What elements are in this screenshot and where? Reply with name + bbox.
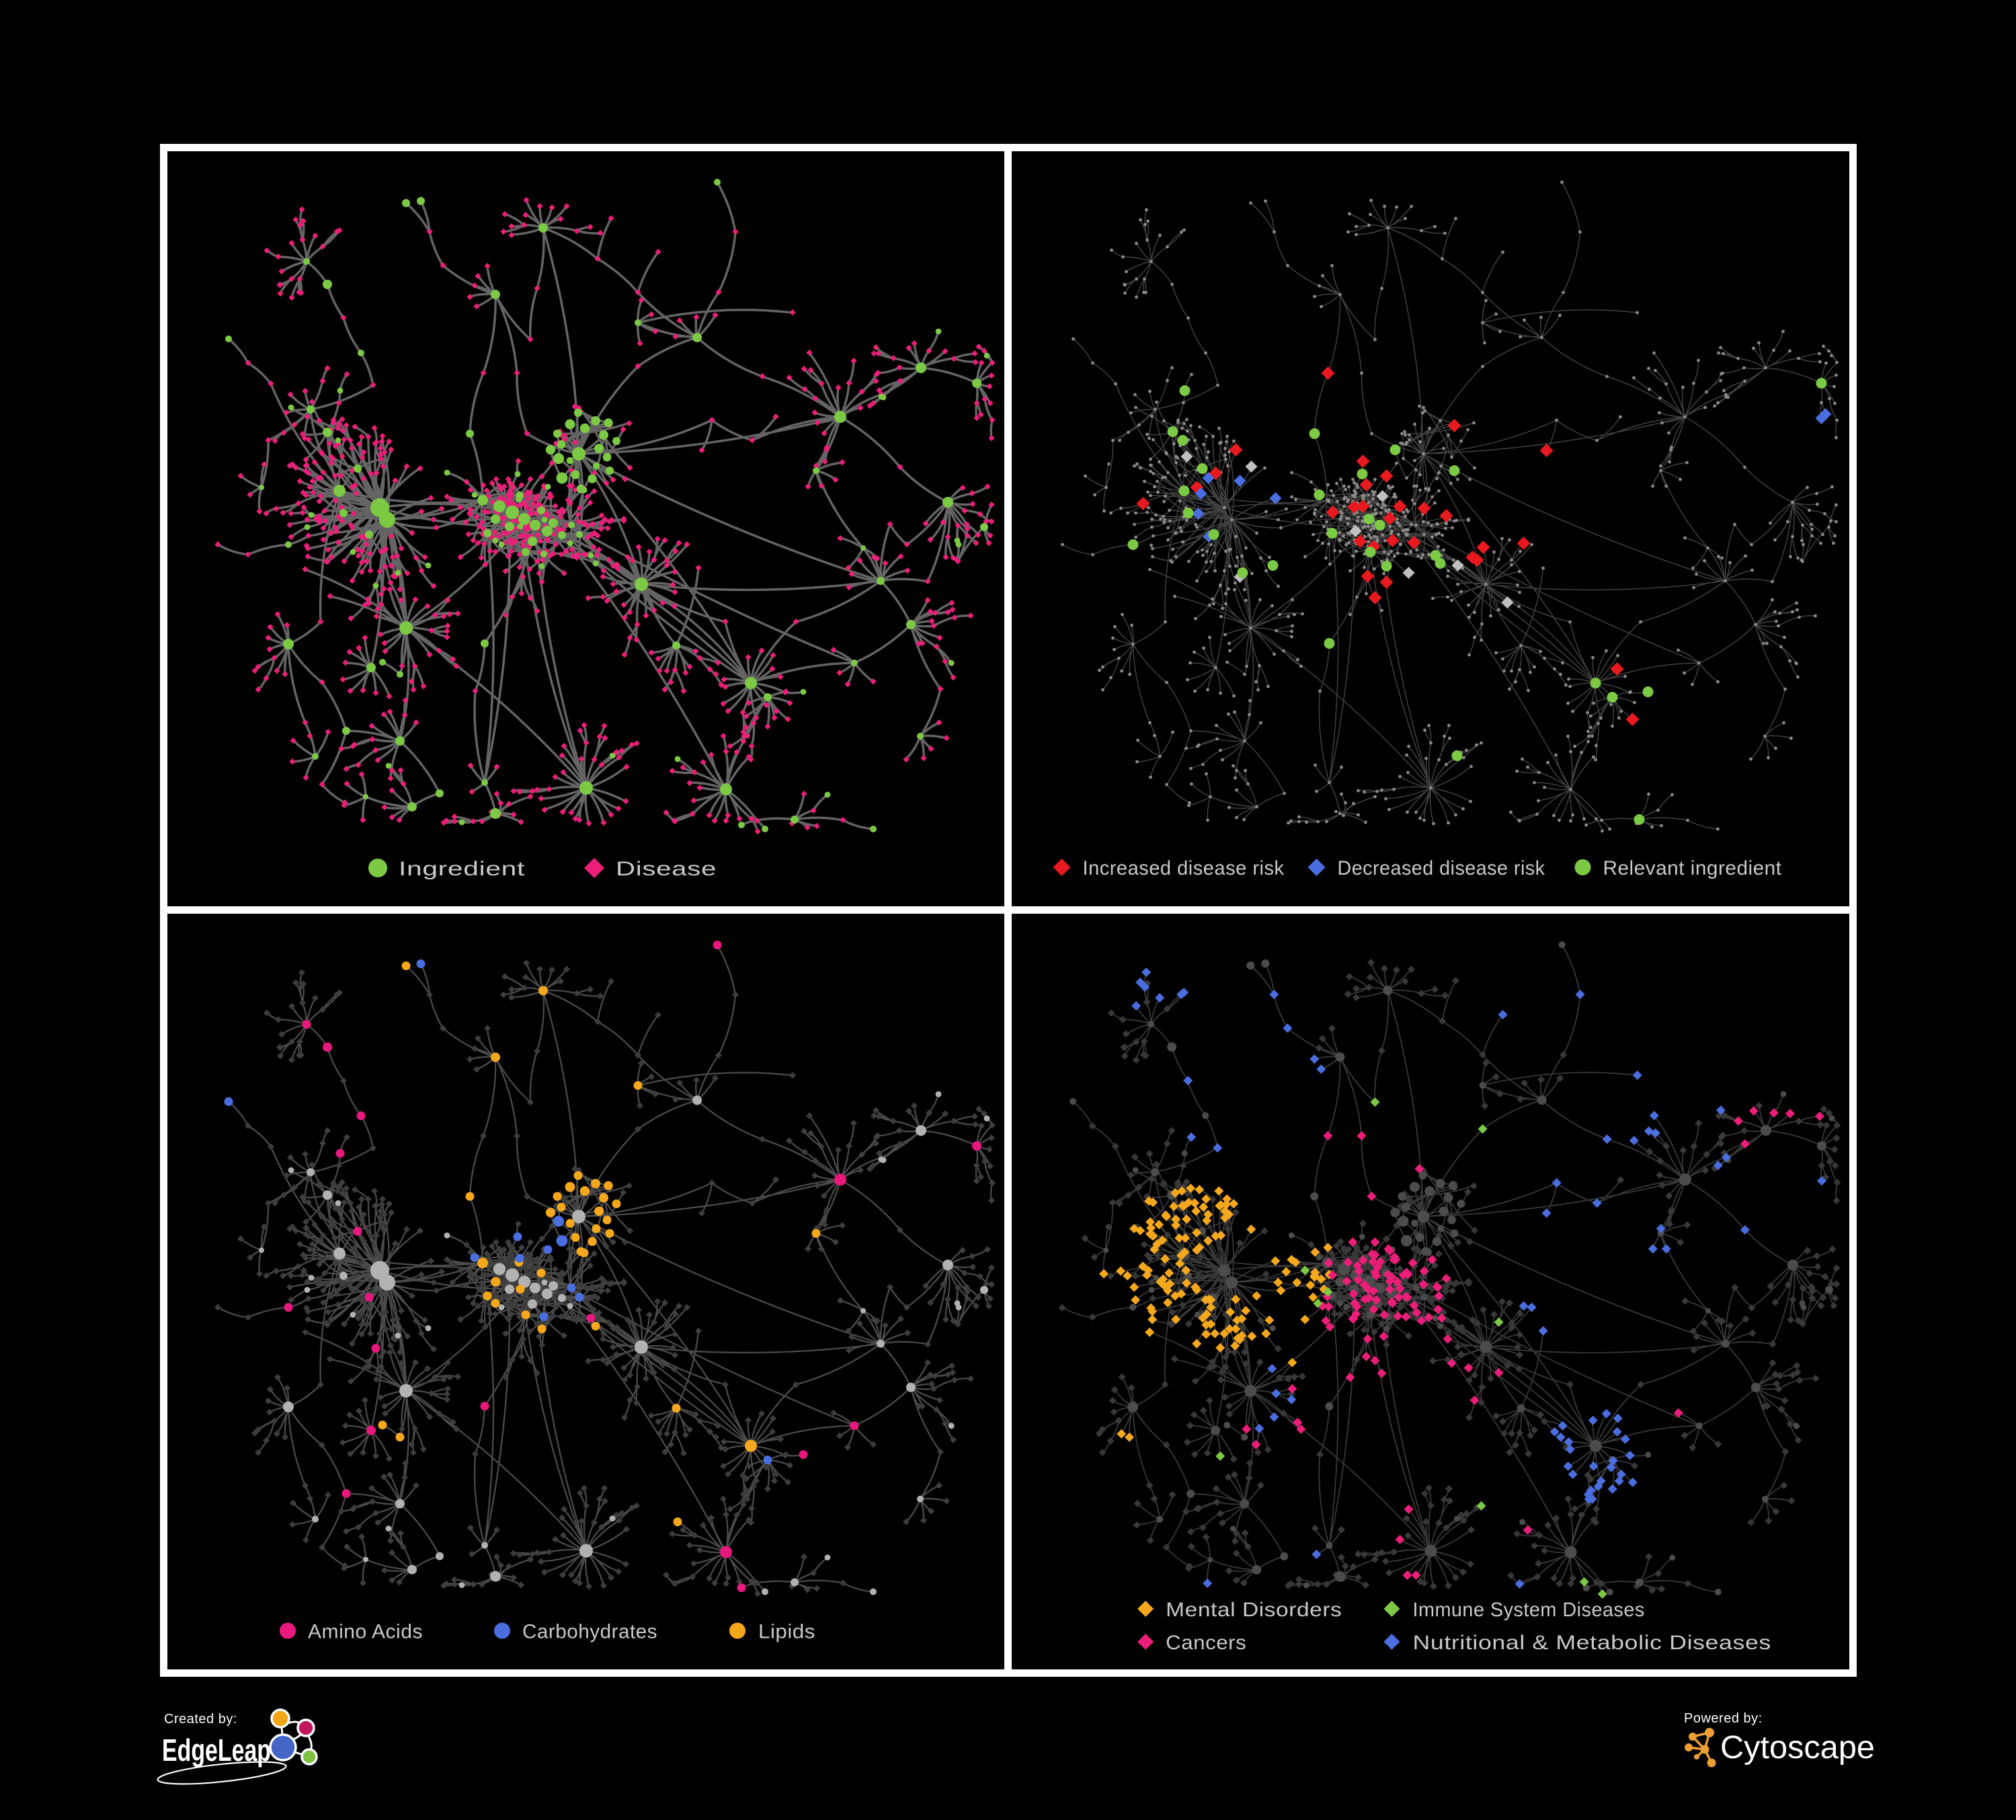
svg-text:Ingredient: Ingredient	[399, 858, 525, 880]
svg-text:Disease: Disease	[616, 858, 717, 880]
svg-text:Nutritional & Metabolic Diseas: Nutritional & Metabolic Diseases	[1412, 1632, 1771, 1654]
svg-text:Created by:: Created by:	[164, 1712, 237, 1727]
svg-text:Relevant ingredient: Relevant ingredient	[1603, 857, 1782, 879]
svg-text:Increased disease risk: Increased disease risk	[1083, 857, 1285, 879]
svg-text:Amino Acids: Amino Acids	[308, 1621, 423, 1643]
svg-text:Cytoscape: Cytoscape	[1720, 1730, 1875, 1766]
svg-text:Decreased disease risk: Decreased disease risk	[1338, 857, 1545, 879]
svg-text:Lipids: Lipids	[758, 1621, 815, 1643]
svg-text:Immune System Diseases: Immune System Diseases	[1412, 1599, 1644, 1621]
svg-text:Cancers: Cancers	[1166, 1632, 1246, 1654]
svg-text:Powered by:: Powered by:	[1684, 1711, 1763, 1726]
svg-text:Carbohydrates: Carbohydrates	[522, 1621, 657, 1643]
svg-text:EdgeLeap: EdgeLeap	[162, 1733, 271, 1768]
svg-text:Mental Disorders: Mental Disorders	[1166, 1599, 1342, 1621]
